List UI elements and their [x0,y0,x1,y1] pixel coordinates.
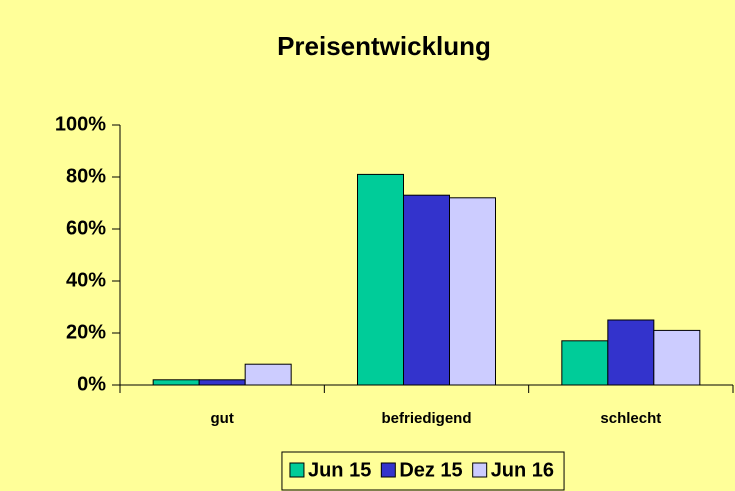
bar [357,173,404,386]
legend-swatch [289,462,305,478]
legend-label: Jun 16 [491,459,554,481]
bar [403,194,450,386]
bar [198,379,246,386]
bar [449,197,496,386]
legend: Jun 15 Dez 15 Jun 16 [281,451,565,491]
legend-label: Jun 15 [308,459,371,481]
y-tick-label: 100% [55,113,106,135]
bar [152,379,200,386]
x-tick-label: gut [211,410,234,427]
legend-box [281,451,565,491]
legend-swatch [380,462,396,478]
x-tick-label: schlecht [600,410,661,427]
chart-title: Preisentwicklung [277,31,491,61]
x-tick-label: befriedigend [381,410,471,427]
bar [561,340,609,386]
bar [607,319,655,386]
y-tick-label: 60% [66,217,106,239]
y-tick-label: 80% [66,165,106,187]
y-tick-label: 0% [77,373,106,395]
bar [244,363,292,386]
bar [653,329,701,386]
y-tick-label: 20% [66,321,106,343]
y-tick-label: 40% [66,269,106,291]
legend-label: Dez 15 [399,459,462,481]
legend-swatch [472,462,488,478]
